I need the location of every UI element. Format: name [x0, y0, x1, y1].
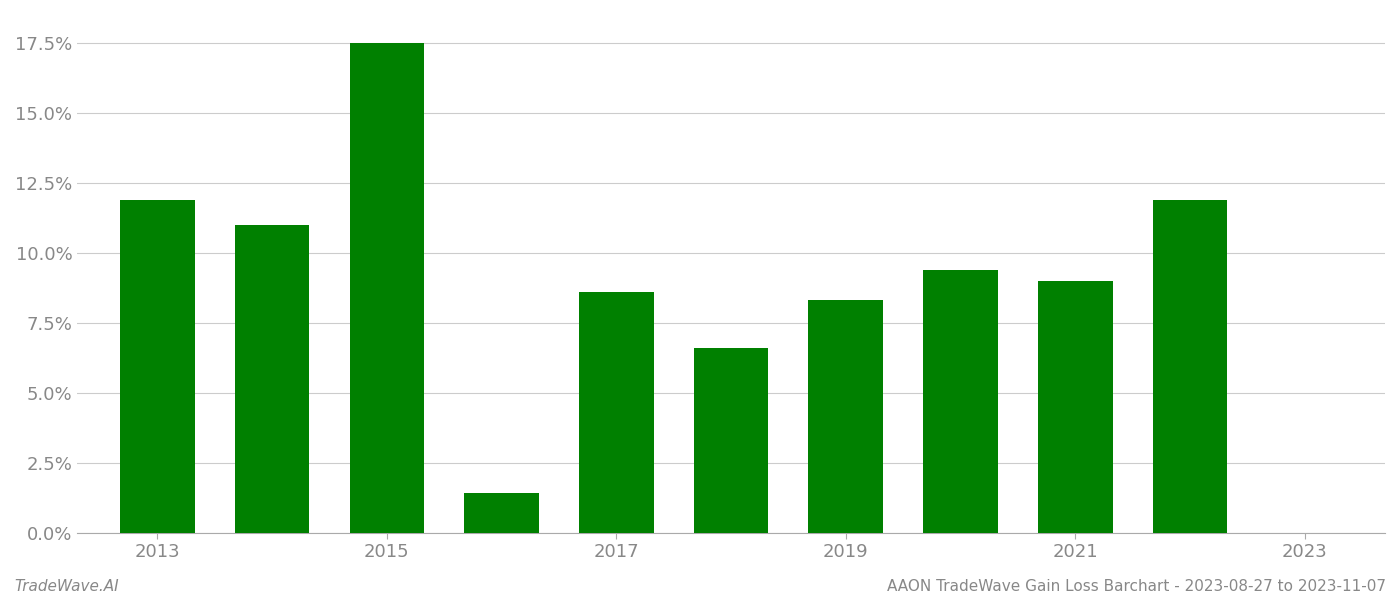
Bar — [120, 200, 195, 533]
Text: AAON TradeWave Gain Loss Barchart - 2023-08-27 to 2023-11-07: AAON TradeWave Gain Loss Barchart - 2023… — [888, 579, 1386, 594]
Bar — [1152, 200, 1228, 533]
Bar — [465, 493, 539, 533]
Bar — [923, 269, 998, 533]
Text: TradeWave.AI: TradeWave.AI — [14, 579, 119, 594]
Bar — [1037, 281, 1113, 533]
Bar — [694, 348, 769, 533]
Bar — [235, 225, 309, 533]
Bar — [580, 292, 654, 533]
Bar — [808, 301, 883, 533]
Bar — [350, 43, 424, 533]
